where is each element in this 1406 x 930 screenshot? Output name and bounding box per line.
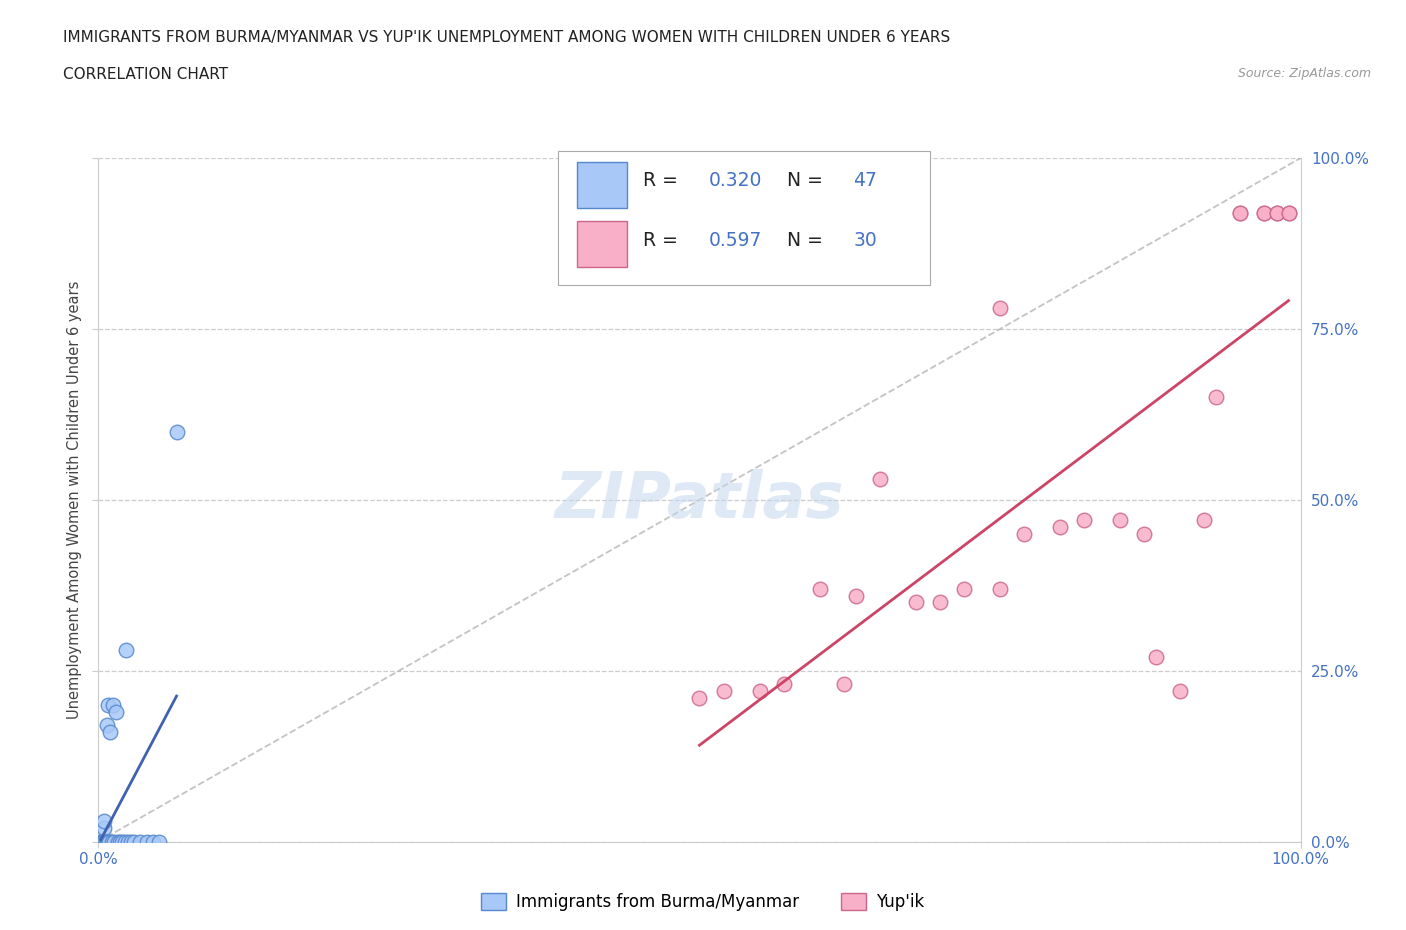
Point: [869, 472, 891, 486]
Point: [141, 834, 163, 849]
Point: [117, 834, 139, 849]
FancyBboxPatch shape: [558, 152, 931, 285]
Point: [91, 834, 114, 849]
Point: [91, 834, 114, 849]
Point: [93, 814, 115, 829]
Point: [90, 834, 112, 849]
Point: [100, 834, 122, 849]
Point: [772, 677, 794, 692]
Text: CORRELATION CHART: CORRELATION CHART: [63, 67, 228, 82]
Point: [148, 834, 170, 849]
Point: [808, 581, 831, 596]
Point: [129, 834, 152, 849]
Point: [953, 581, 976, 596]
Point: [1205, 390, 1227, 405]
Point: [103, 834, 125, 849]
Point: [111, 834, 134, 849]
FancyBboxPatch shape: [576, 221, 627, 268]
Point: [928, 595, 950, 610]
Point: [91, 834, 114, 849]
Text: 47: 47: [853, 171, 877, 190]
Point: [93, 834, 115, 849]
Point: [91, 834, 114, 849]
Point: [94, 834, 117, 849]
Point: [94, 834, 117, 849]
Text: 0.320: 0.320: [709, 171, 762, 190]
Point: [1229, 206, 1251, 220]
Point: [713, 684, 735, 698]
Text: N =: N =: [787, 231, 830, 249]
Text: 30: 30: [853, 231, 877, 249]
Point: [101, 698, 124, 712]
Point: [91, 834, 114, 849]
Point: [93, 834, 115, 849]
Point: [96, 718, 118, 733]
Text: IMMIGRANTS FROM BURMA/MYANMAR VS YUP'IK UNEMPLOYMENT AMONG WOMEN WITH CHILDREN U: IMMIGRANTS FROM BURMA/MYANMAR VS YUP'IK …: [63, 30, 950, 45]
Point: [1277, 206, 1299, 220]
Point: [97, 834, 120, 849]
FancyBboxPatch shape: [576, 162, 627, 208]
Point: [98, 834, 121, 849]
Text: R =: R =: [643, 231, 683, 249]
Point: [93, 834, 115, 849]
Point: [91, 834, 114, 849]
Point: [91, 834, 114, 849]
Point: [90, 834, 112, 849]
Y-axis label: Unemployment Among Women with Children Under 6 years: Unemployment Among Women with Children U…: [66, 281, 82, 719]
Text: R =: R =: [643, 171, 683, 190]
Point: [91, 834, 114, 849]
Point: [832, 677, 855, 692]
Point: [90, 834, 112, 849]
Text: 0.597: 0.597: [709, 231, 762, 249]
Point: [91, 834, 114, 849]
Point: [1265, 206, 1288, 220]
Point: [845, 588, 868, 603]
Point: [1277, 206, 1299, 220]
Point: [1049, 520, 1071, 535]
Point: [114, 834, 136, 849]
Point: [91, 834, 114, 849]
Point: [91, 834, 114, 849]
Point: [904, 595, 927, 610]
Point: [1253, 206, 1275, 220]
Point: [115, 643, 138, 658]
Point: [988, 301, 1011, 316]
Point: [100, 724, 122, 739]
Point: [1194, 513, 1216, 528]
Point: [107, 834, 129, 849]
Point: [120, 834, 142, 849]
Point: [124, 834, 146, 849]
Point: [1012, 526, 1035, 541]
Point: [1229, 206, 1251, 220]
Point: [90, 834, 112, 849]
Text: N =: N =: [787, 171, 830, 190]
Point: [1133, 526, 1156, 541]
Point: [688, 691, 710, 706]
Text: ZIPatlas: ZIPatlas: [555, 469, 844, 531]
Point: [1265, 206, 1288, 220]
Point: [1253, 206, 1275, 220]
Legend: Immigrants from Burma/Myanmar, Yup'ik: Immigrants from Burma/Myanmar, Yup'ik: [475, 886, 931, 918]
Point: [91, 834, 114, 849]
Point: [166, 424, 188, 439]
Point: [105, 704, 128, 719]
Point: [135, 834, 157, 849]
Point: [108, 834, 131, 849]
Point: [1073, 513, 1095, 528]
Point: [1109, 513, 1132, 528]
Point: [96, 834, 118, 849]
Point: [1144, 650, 1167, 665]
Point: [91, 834, 114, 849]
Text: Source: ZipAtlas.com: Source: ZipAtlas.com: [1237, 67, 1371, 80]
Point: [988, 581, 1011, 596]
Point: [97, 698, 120, 712]
Point: [1170, 684, 1192, 698]
Point: [748, 684, 770, 698]
Point: [93, 820, 115, 835]
